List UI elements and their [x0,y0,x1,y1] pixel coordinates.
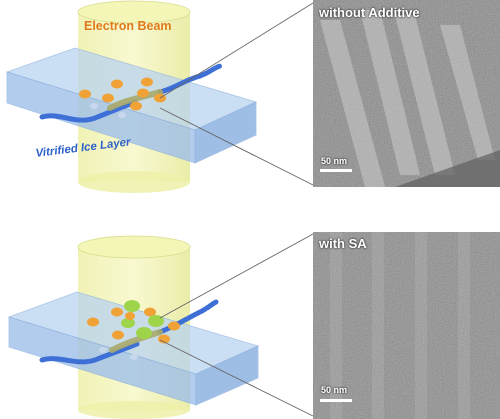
scale-bar-label-top: 50 nm [321,156,348,166]
top-connector-lines [159,2,314,186]
protein-chains [39,63,223,123]
gold-particles [79,77,166,118]
micrograph-title-bottom: with SA [319,236,367,251]
top-micrograph [313,0,500,187]
micrograph-title-top: without Additive [319,5,420,20]
electron-beam-label: Electron Beam [84,19,172,33]
bottom-schematic [7,235,260,419]
top-schematic [5,0,258,193]
bottom-connector-lines [159,233,314,417]
scale-bar-bottom [320,399,352,402]
bottom-micrograph [313,232,500,419]
scale-bar-top [320,169,352,172]
scale-bar-label-bottom: 50 nm [321,385,348,395]
gold-particles-bottom [87,307,180,360]
